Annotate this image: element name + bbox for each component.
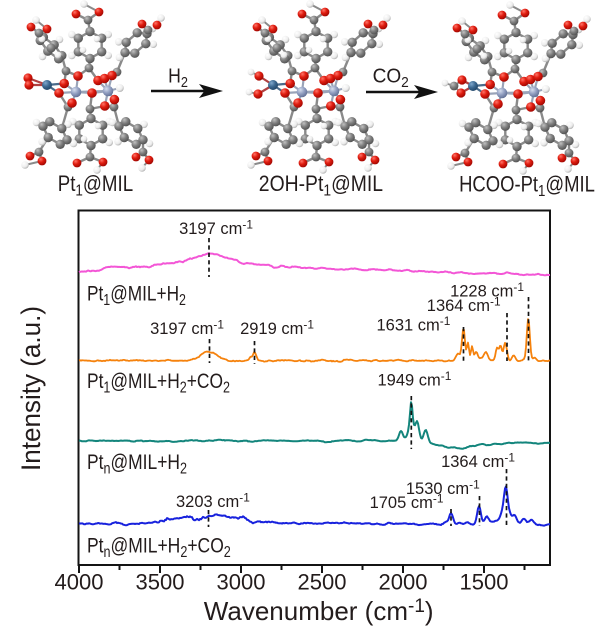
svg-text:1500: 1500 <box>460 570 509 595</box>
svg-text:2919 cm-1​: 2919 cm-1​ <box>240 318 314 339</box>
svg-text:2OH-Pt1​@MIL: 2OH-Pt1​@MIL <box>259 172 383 200</box>
svg-text:4000: 4000 <box>55 570 104 595</box>
svg-text:2500: 2500 <box>298 570 347 595</box>
svg-text:3197 cm-1​: 3197 cm-1​ <box>150 318 224 339</box>
svg-text:Ptn​@MIL+H2​: Ptn​@MIL+H2​ <box>87 450 187 476</box>
svg-text:3203 cm-1​: 3203 cm-1​ <box>176 491 250 512</box>
svg-text:1949 cm-1​: 1949 cm-1​ <box>377 369 451 390</box>
svg-text:1364 cm-1​: 1364 cm-1​ <box>441 451 515 472</box>
svg-text:1530 cm-1​: 1530 cm-1​ <box>406 478 480 499</box>
svg-text:1631 cm-1​: 1631 cm-1​ <box>376 314 450 335</box>
svg-text:1228 cm-1​: 1228 cm-1​ <box>450 280 524 301</box>
svg-text:2000: 2000 <box>379 570 428 595</box>
svg-text:Pt1​@MIL: Pt1​@MIL <box>58 173 133 200</box>
svg-text:Pt1​@MIL+H2​: Pt1​@MIL+H2​ <box>87 282 186 309</box>
svg-text:3000: 3000 <box>217 570 266 595</box>
svg-text:HCOO-Pt1​@MIL: HCOO-Pt1​@MIL <box>459 173 595 200</box>
svg-text:Wavenumber (cm-1​): Wavenumber (cm-1​) <box>204 596 434 626</box>
svg-text:3197 cm-1​: 3197 cm-1​ <box>179 218 253 239</box>
svg-text:Intensity (a.u.): Intensity (a.u.) <box>16 306 47 471</box>
svg-text:3500: 3500 <box>136 570 185 595</box>
